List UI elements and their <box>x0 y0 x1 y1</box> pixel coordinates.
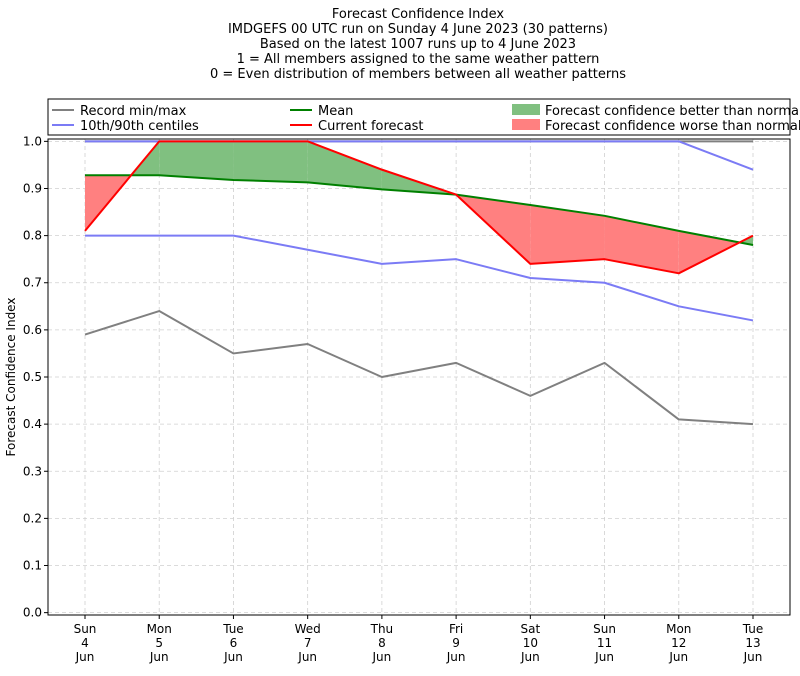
legend: Record min/max 10th/90th centiles Mean C… <box>47 98 800 136</box>
series-line-p10 <box>85 234 754 322</box>
x-tick-label: Fri <box>449 622 463 636</box>
x-tick-label: Mon <box>147 622 172 636</box>
x-tick-label: Wed <box>295 622 321 636</box>
y-tick-label: 0.0 <box>23 606 42 620</box>
x-tick-label: Jun <box>594 650 614 664</box>
y-tick-label: 0.8 <box>23 229 42 243</box>
fill-worse-than-normal <box>530 204 605 264</box>
confidence-fills <box>85 141 753 274</box>
x-tick-label: 5 <box>155 636 163 650</box>
x-tick-label: 13 <box>745 636 760 650</box>
x-tick-label: Jun <box>297 650 317 664</box>
x-tick-label: Jun <box>223 650 243 664</box>
legend-swatch-worse <box>512 119 540 130</box>
series-line-current <box>84 140 754 275</box>
y-tick-label: 0.4 <box>23 417 42 431</box>
y-tick-label: 0.2 <box>23 511 42 525</box>
y-tick-label: 0.7 <box>23 276 42 290</box>
series-line-record-min <box>84 310 754 426</box>
x-tick-label: Jun <box>75 650 95 664</box>
legend-label-better: Forecast confidence better than normal <box>545 104 800 119</box>
legend-label-record: Record min/max <box>80 104 187 119</box>
legend-swatch-better <box>512 104 540 115</box>
x-tick-label: Sun <box>74 622 97 636</box>
axis-ticks: 0.00.10.20.30.40.50.60.70.80.91.0Sun4Jun… <box>23 134 763 664</box>
x-tick-label: 7 <box>304 636 312 650</box>
fill-better-than-normal <box>307 141 382 190</box>
x-tick-label: Jun <box>743 650 763 664</box>
legend-label-mean: Mean <box>318 104 353 119</box>
fill-worse-than-normal <box>604 215 679 274</box>
x-tick-label: 12 <box>671 636 686 650</box>
x-tick-label: 10 <box>523 636 538 650</box>
y-tick-label: 0.6 <box>23 323 42 337</box>
chart-title: Forecast Confidence Index IMDGEFS 00 UTC… <box>210 7 626 82</box>
x-tick-label: Jun <box>446 650 466 664</box>
x-tick-label: Jun <box>149 650 169 664</box>
y-tick-label: 0.3 <box>23 464 42 478</box>
series-lines <box>84 140 754 426</box>
x-tick-label: Jun <box>520 650 540 664</box>
title-line-3: Based on the latest 1007 runs up to 4 Ju… <box>260 37 576 52</box>
legend-label-centiles: 10th/90th centiles <box>80 119 199 134</box>
x-tick-label: 6 <box>230 636 238 650</box>
title-line-4: 1 = All members assigned to the same wea… <box>237 52 600 67</box>
x-tick-label: Sun <box>593 622 616 636</box>
y-axis-title: Forecast Confidence Index <box>4 298 18 457</box>
x-tick-label: 8 <box>378 636 386 650</box>
x-tick-label: Tue <box>222 622 244 636</box>
title-line-2: IMDGEFS 00 UTC run on Sunday 4 June 2023… <box>228 22 608 37</box>
y-tick-label: 0.9 <box>23 181 42 195</box>
y-tick-label: 0.1 <box>23 559 42 573</box>
y-tick-label: 1.0 <box>23 134 42 148</box>
x-tick-label: Thu <box>370 622 394 636</box>
x-tick-label: Jun <box>372 650 392 664</box>
fill-better-than-normal <box>233 141 308 183</box>
legend-label-worse: Forecast confidence worse than normal <box>545 119 800 134</box>
x-tick-label: 11 <box>597 636 612 650</box>
y-tick-label: 0.5 <box>23 370 42 384</box>
x-tick-label: 9 <box>452 636 460 650</box>
title-line-5: 0 = Even distribution of members between… <box>210 67 626 82</box>
series-line-mean <box>85 174 754 247</box>
x-tick-label: Tue <box>742 622 764 636</box>
x-tick-label: 4 <box>81 636 89 650</box>
x-tick-label: Mon <box>666 622 691 636</box>
legend-label-current: Current forecast <box>318 119 424 134</box>
fill-worse-than-normal <box>678 230 740 274</box>
legend-box <box>47 98 791 136</box>
grid <box>48 139 790 615</box>
x-tick-label: Jun <box>668 650 688 664</box>
title-line-1: Forecast Confidence Index <box>332 7 504 22</box>
x-tick-label: Sat <box>520 622 540 636</box>
fill-better-than-normal <box>159 141 234 181</box>
